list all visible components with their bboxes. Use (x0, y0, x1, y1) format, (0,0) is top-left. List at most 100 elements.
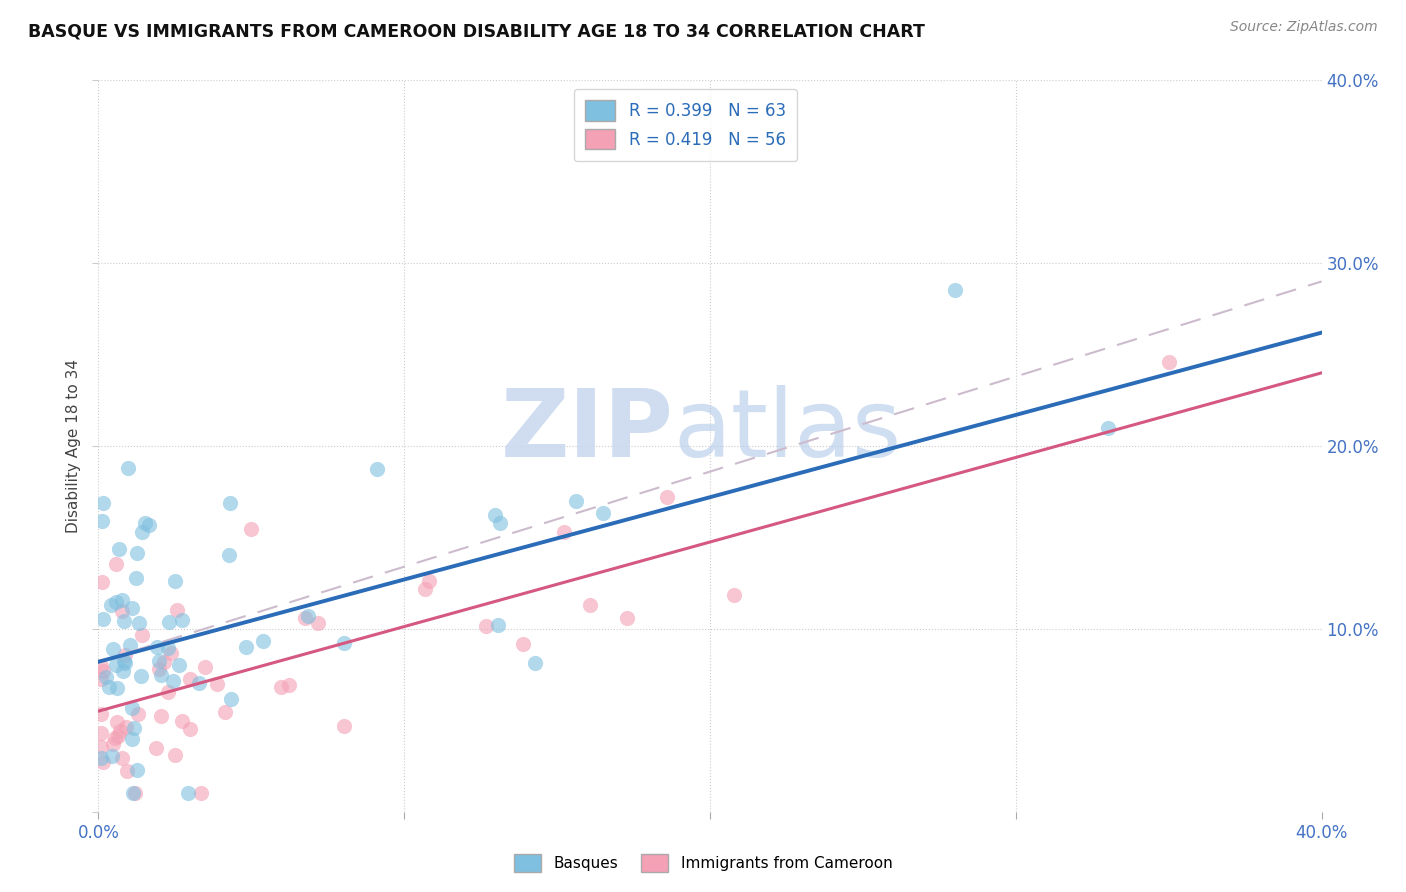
Point (91, 574, 114, 589)
Point (146, 640, 169, 654)
Point (418, 574, 440, 588)
Point (523, 656, 546, 670)
Point (475, 618, 498, 632)
Point (294, 611, 316, 625)
Point (214, 705, 236, 719)
Point (129, 669, 152, 683)
Point (128, 616, 150, 631)
Point (104, 731, 127, 745)
Point (100, 598, 122, 612)
Legend: R = 0.399   N = 63, R = 0.419   N = 56: R = 0.399 N = 63, R = 0.419 N = 56 (574, 88, 797, 161)
Point (235, 640, 257, 654)
Point (723, 588, 745, 602)
Text: BASQUE VS IMMIGRANTS FROM CAMEROON DISABILITY AGE 18 TO 34 CORRELATION CHART: BASQUE VS IMMIGRANTS FROM CAMEROON DISAB… (28, 22, 925, 40)
Point (252, 633, 274, 648)
Point (297, 609, 319, 624)
Point (100, 749, 122, 764)
Point (512, 637, 534, 651)
Point (1157, 355, 1180, 369)
Point (162, 673, 184, 688)
Point (112, 654, 135, 668)
Point (121, 600, 143, 615)
Point (150, 668, 173, 682)
Point (103, 737, 125, 751)
Point (104, 557, 127, 571)
Point (1097, 421, 1119, 435)
Point (125, 763, 148, 777)
Point (157, 685, 180, 699)
Point (332, 719, 354, 733)
Point (131, 524, 153, 539)
Point (565, 494, 588, 508)
Point (117, 461, 139, 475)
Point (91, 496, 114, 510)
Point (120, 638, 142, 652)
Point (170, 613, 193, 627)
Point (150, 709, 173, 723)
Point (163, 747, 186, 762)
Point (107, 729, 129, 743)
Point (148, 654, 170, 668)
Point (131, 628, 153, 642)
Point (105, 595, 128, 609)
Point (90, 658, 112, 673)
Point (163, 574, 186, 588)
Point (90, 707, 112, 722)
Point (111, 592, 134, 607)
Point (190, 787, 212, 801)
Point (91, 756, 114, 770)
Text: ZIP: ZIP (501, 385, 673, 477)
Point (111, 751, 134, 765)
Y-axis label: Disability Age 18 to 34: Disability Age 18 to 34 (66, 359, 82, 533)
Point (122, 721, 145, 735)
Point (121, 701, 143, 715)
Text: atlas: atlas (673, 385, 901, 477)
Point (592, 506, 614, 520)
Point (114, 648, 136, 662)
Point (332, 635, 354, 649)
Point (124, 571, 146, 585)
Point (122, 787, 145, 801)
Point (104, 657, 127, 672)
Point (108, 723, 131, 738)
Point (270, 681, 292, 695)
Point (121, 732, 143, 747)
Point (98, 680, 121, 694)
Point (90, 739, 112, 754)
Point (160, 646, 183, 660)
Point (114, 656, 136, 670)
Point (138, 518, 160, 533)
Point (96, 670, 118, 684)
Point (218, 548, 240, 562)
Point (943, 283, 966, 297)
Point (105, 715, 128, 730)
Point (157, 640, 180, 655)
Point (91, 664, 114, 678)
Point (366, 462, 388, 476)
Point (187, 676, 209, 690)
Point (91, 514, 114, 528)
Point (134, 516, 156, 531)
Point (91, 612, 114, 626)
Point (578, 598, 600, 612)
Text: Source: ZipAtlas.com: Source: ZipAtlas.com (1230, 20, 1378, 34)
Point (127, 707, 149, 722)
Point (105, 681, 128, 696)
Point (125, 546, 148, 560)
Point (90, 725, 112, 739)
Point (177, 787, 200, 801)
Point (111, 604, 134, 618)
Point (616, 611, 638, 625)
Point (307, 615, 329, 630)
Point (124, 787, 146, 801)
Point (145, 741, 167, 756)
Point (90, 751, 112, 765)
Point (167, 657, 190, 672)
Point (655, 491, 678, 505)
Point (108, 542, 131, 557)
Point (486, 618, 509, 632)
Point (484, 508, 506, 522)
Point (488, 516, 510, 530)
Point (172, 714, 194, 729)
Legend: Basques, Immigrants from Cameroon: Basques, Immigrants from Cameroon (506, 846, 900, 880)
